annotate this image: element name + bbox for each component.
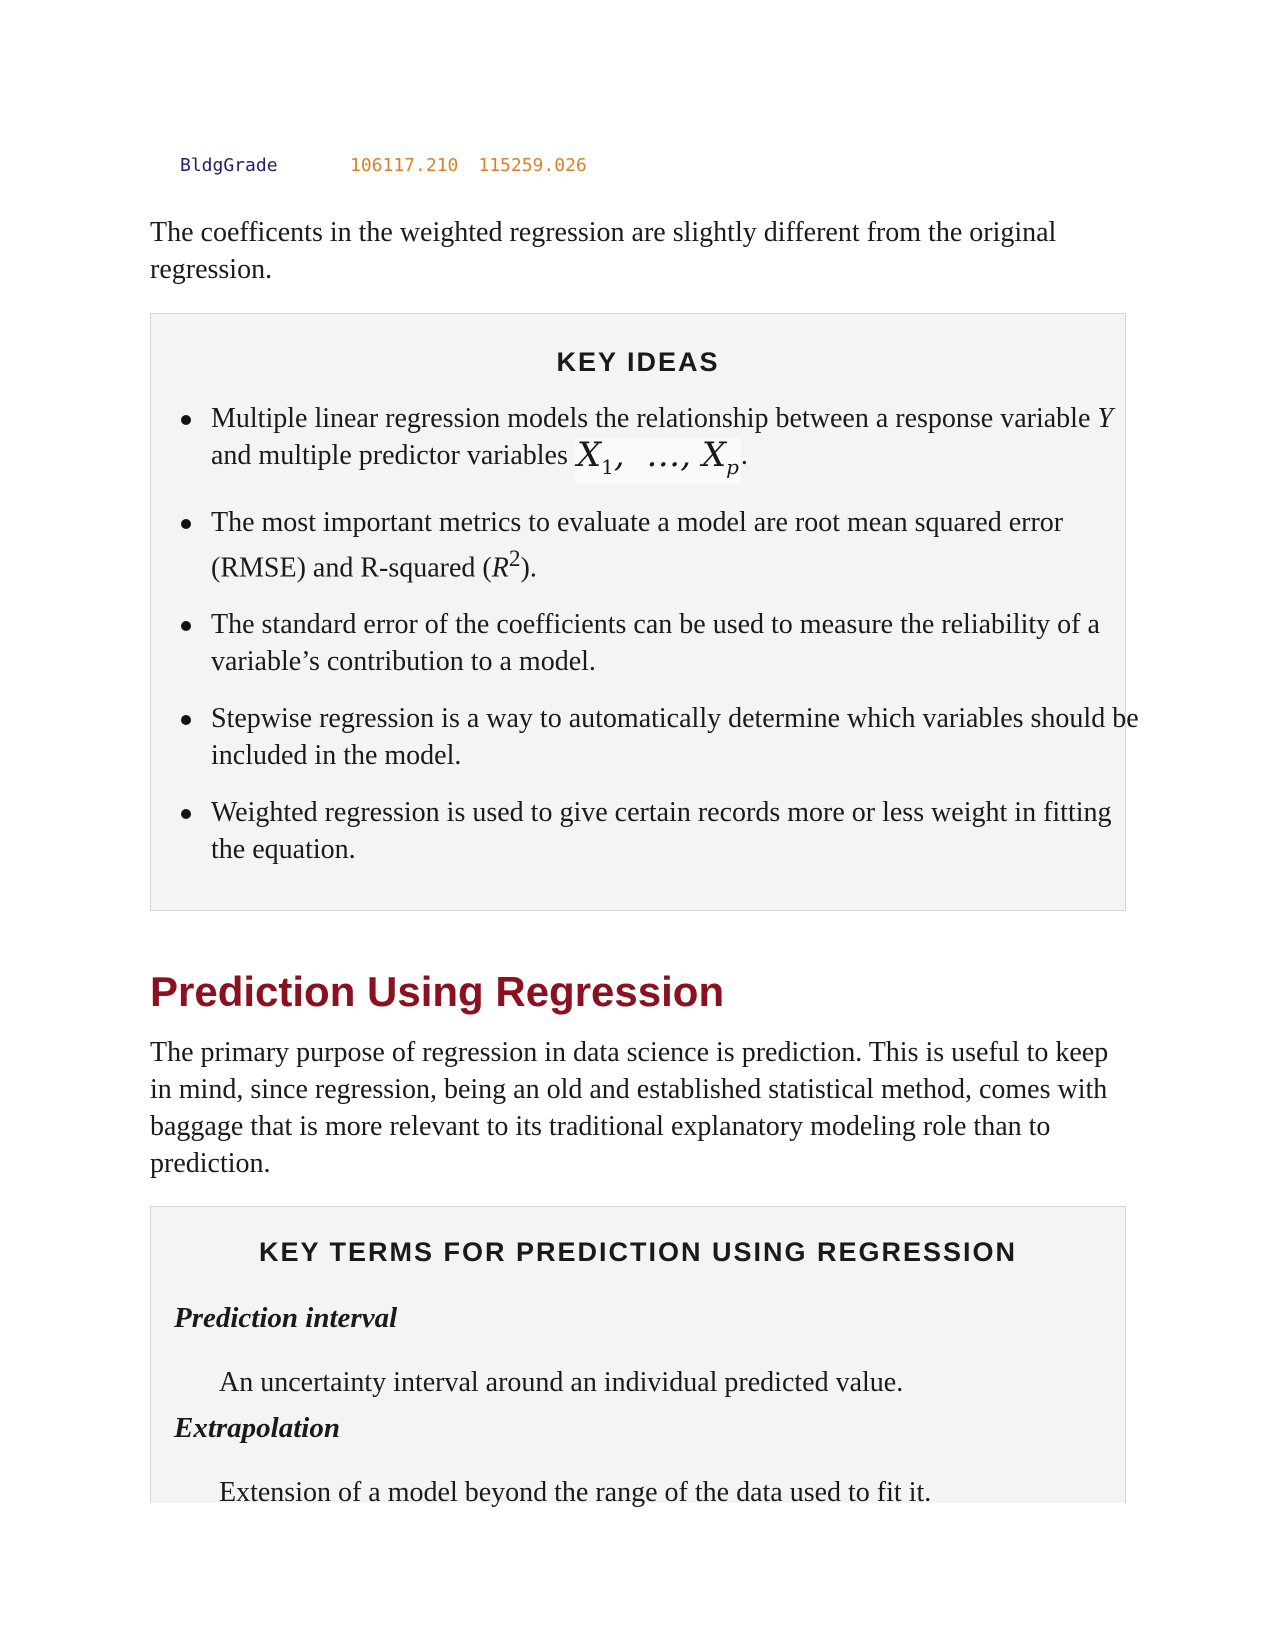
body-paragraph: The coefficents in the weighted regressi…: [150, 217, 1057, 285]
key-ideas-box: KEY IDEAS Multiple linear regression mod…: [150, 313, 1139, 911]
term-extrapolation: Extrapolation: [174, 1412, 340, 1444]
key-terms-title: KEY TERMS FOR PREDICTION USING REGRESSIO…: [258, 1237, 1018, 1267]
key-idea-item: Stepwise regression is a way to automati…: [181, 700, 1151, 774]
key-terms-box: KEY TERMS FOR PREDICTION USING REGRESSIO…: [150, 1206, 1126, 1508]
definition-extrapolation: Extension of a model beyond the range of…: [219, 1477, 932, 1508]
code-output-row: BldgGrade 106117.210 115259.026: [180, 155, 607, 176]
term-prediction-interval: Prediction interval: [174, 1302, 398, 1334]
key-ideas-list: Multiple linear regression models the re…: [151, 400, 1151, 888]
predictor-variables-formula: X1, …, Xp: [574, 438, 741, 484]
code-variable-name: BldgGrade: [180, 155, 278, 176]
code-value-2: 115259.026: [478, 155, 587, 176]
key-idea-item: The most important metrics to evaluate a…: [181, 504, 1151, 586]
section-heading: Prediction Using Regression: [150, 968, 725, 1015]
key-idea-item: The standard error of the coefficients c…: [181, 606, 1151, 680]
key-idea-item: Weighted regression is used to give cert…: [181, 794, 1151, 868]
key-ideas-title: KEY IDEAS: [556, 347, 720, 377]
key-idea-item: Multiple linear regression models the re…: [181, 400, 1151, 484]
code-value-1: 106117.210: [350, 155, 459, 176]
definition-prediction-interval: An uncertainty interval around an indivi…: [219, 1367, 904, 1398]
section-paragraph: The primary purpose of regression in dat…: [150, 1037, 1109, 1179]
